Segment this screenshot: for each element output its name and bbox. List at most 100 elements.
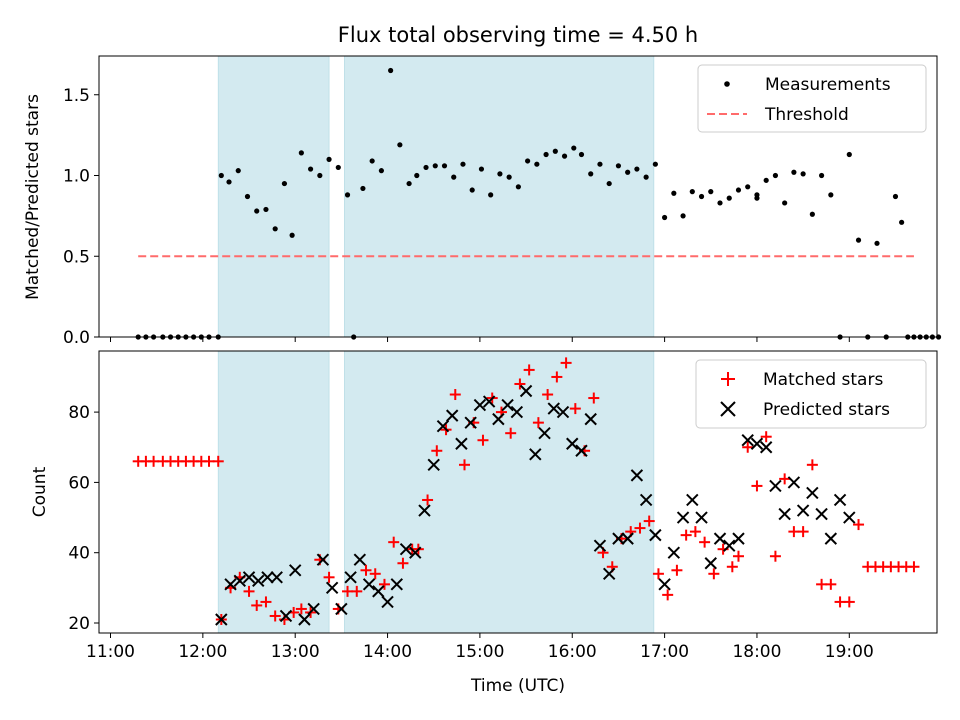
matched-star-point: [751, 480, 763, 492]
predicted-star-point: [279, 609, 293, 623]
bottom-legend-box: [695, 359, 927, 429]
measurement-point: [652, 161, 658, 167]
top-series-layer: [135, 67, 942, 340]
predicted-star-point: [261, 571, 274, 584]
measurement-point: [643, 174, 649, 180]
predicted-star-point: [381, 595, 394, 609]
measurement-point: [552, 148, 558, 154]
predicted-star-point: [390, 578, 403, 591]
predicted-star-point: [399, 542, 413, 556]
measurement-point: [244, 193, 251, 200]
matched-star-point: [360, 564, 372, 576]
predicted-star-point: [538, 426, 551, 440]
measurement-point: [543, 151, 549, 158]
measurement-point: [597, 161, 603, 167]
matched-star-point: [843, 596, 855, 608]
measurement-point: [360, 185, 366, 192]
predicted-star-point: [741, 434, 754, 447]
y-tick-label: 0.5: [63, 247, 90, 267]
measurement-point: [578, 151, 585, 158]
matched-star-point: [212, 455, 224, 467]
measurement-point: [432, 163, 438, 169]
matched-star-point: [351, 585, 363, 597]
measurement-point: [460, 161, 466, 167]
measurement-point: [717, 200, 723, 206]
matched-star-point: [652, 568, 664, 580]
predicted-star-point: [649, 528, 662, 542]
measurement-point: [497, 171, 503, 177]
y-tick-label: 1.0: [63, 167, 90, 187]
legend-predicted-label: Predicted stars: [763, 400, 890, 420]
predicted-star-point: [584, 412, 597, 426]
measurement-point: [515, 184, 521, 190]
measurement-point: [423, 164, 429, 171]
top-legend-box: [697, 64, 927, 133]
bottom-shaded-intervals: [217, 350, 655, 634]
x-tick-label: 18:00: [732, 642, 781, 662]
predicted-star-point: [704, 557, 717, 570]
measurement-point: [855, 237, 862, 243]
predicted-star-point: [224, 578, 237, 591]
matched-star-point: [732, 550, 744, 562]
measurement-point: [625, 169, 631, 175]
measurement-point: [488, 192, 494, 198]
matched-star-point: [779, 473, 791, 485]
predicted-star-point: [547, 402, 560, 415]
chart-title: Flux total observing time = 4.50 h: [338, 23, 698, 47]
predicted-star-point: [593, 539, 607, 552]
predicted-star-point: [667, 546, 681, 559]
matched-star-point: [760, 431, 772, 443]
bottom-y-axis-label: Count: [30, 466, 50, 517]
top-shaded-intervals: [217, 55, 655, 338]
shaded-interval: [344, 55, 655, 338]
matched-star-point: [422, 494, 434, 506]
matched-star-point: [726, 561, 738, 573]
measurement-point: [451, 174, 457, 180]
predicted-star-point: [750, 437, 764, 450]
matched-star-point: [477, 434, 489, 446]
measurement-point: [525, 158, 531, 164]
predicted-star-point: [353, 553, 367, 566]
predicted-star-point: [252, 574, 265, 588]
predicted-star-point: [602, 567, 616, 580]
measurement-point: [254, 208, 260, 214]
matched-star-point: [560, 357, 572, 369]
measurement-point: [534, 161, 540, 167]
matched-star-point: [514, 378, 526, 390]
measurement-point: [235, 168, 241, 174]
measurement-point: [846, 151, 852, 158]
measurement-point: [588, 171, 594, 177]
measurement-point: [469, 187, 475, 193]
predicted-star-point: [215, 613, 228, 626]
bottom-series-layer: [132, 357, 920, 626]
measurement-point: [335, 164, 341, 171]
matched-star-point: [378, 578, 390, 590]
bottom-axes-frame: [98, 350, 938, 634]
predicted-star-point: [639, 493, 653, 507]
measurement-point: [388, 67, 394, 74]
measurement-point: [298, 150, 304, 156]
predicted-star-point: [566, 437, 579, 450]
matched-star-point: [269, 610, 281, 622]
predicted-star-point: [316, 553, 330, 566]
matched-star-point: [834, 596, 846, 608]
measurement-point: [478, 166, 485, 172]
measurement-point: [441, 163, 448, 169]
predicted-star-point: [815, 507, 828, 521]
predicted-star-point: [233, 574, 246, 588]
measurement-point: [772, 172, 779, 179]
matched-star-point: [853, 519, 865, 531]
matched-star-point: [806, 459, 818, 471]
bottom-x-ticks: 11:00 12:00 13:00 14:00 15:00 16:00 17:00 18:00…: [86, 633, 874, 662]
predicted-star-point: [575, 444, 588, 457]
matched-star-point: [643, 515, 655, 527]
predicted-star-point: [723, 539, 736, 552]
matched-star-point: [588, 392, 600, 404]
matched-star-point: [295, 603, 307, 615]
predicted-star-point: [242, 571, 256, 584]
matched-star-point: [671, 564, 683, 576]
predicted-star-point: [362, 578, 376, 591]
matched-star-point: [323, 571, 335, 583]
top-legend: Measurements Threshold: [697, 64, 927, 133]
